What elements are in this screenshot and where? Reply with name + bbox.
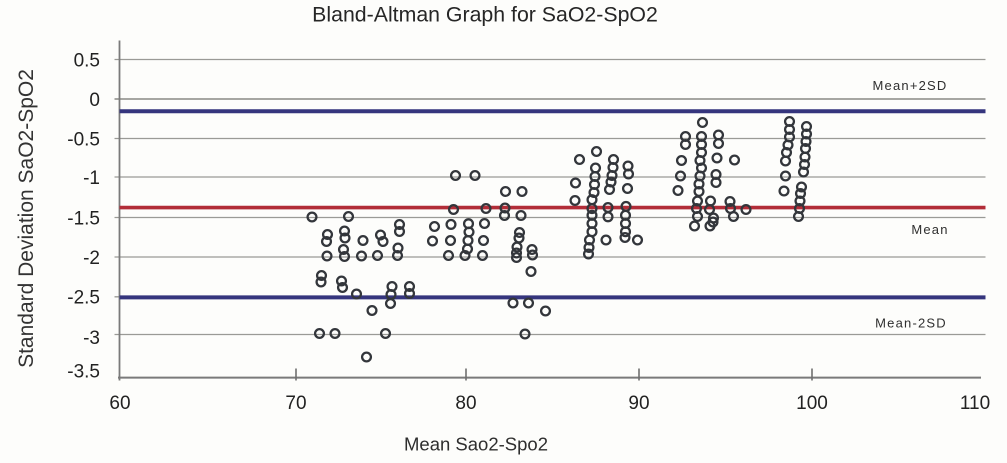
svg-text:0.5: 0.5	[74, 51, 100, 72]
svg-text:-1: -1	[83, 168, 100, 189]
svg-text:110: 110	[960, 393, 990, 414]
svg-text:100: 100	[796, 393, 828, 414]
svg-text:Mean Sao2-Spo2: Mean Sao2-Spo2	[404, 434, 548, 455]
svg-text:-3: -3	[83, 328, 100, 349]
svg-text:-0.5: -0.5	[67, 130, 100, 151]
svg-text:Mean+2SD: Mean+2SD	[873, 78, 948, 93]
svg-text:Bland-Altman Graph for SaO2-Sp: Bland-Altman Graph for SaO2-SpO2	[312, 3, 658, 27]
svg-text:Mean: Mean	[911, 222, 948, 237]
svg-text:90: 90	[628, 393, 649, 414]
svg-text:-1.5: -1.5	[67, 209, 100, 230]
svg-text:-2: -2	[83, 248, 100, 269]
svg-text:0: 0	[89, 90, 100, 111]
svg-text:70: 70	[285, 393, 306, 414]
svg-text:60: 60	[109, 393, 130, 414]
svg-text:Mean-2SD: Mean-2SD	[875, 316, 947, 331]
svg-text:-2.5: -2.5	[67, 288, 100, 309]
svg-text:Standard Deviation SaO2-SpO2: Standard Deviation SaO2-SpO2	[15, 69, 38, 368]
svg-text:80: 80	[455, 393, 476, 414]
svg-text:-3.5: -3.5	[67, 362, 100, 383]
